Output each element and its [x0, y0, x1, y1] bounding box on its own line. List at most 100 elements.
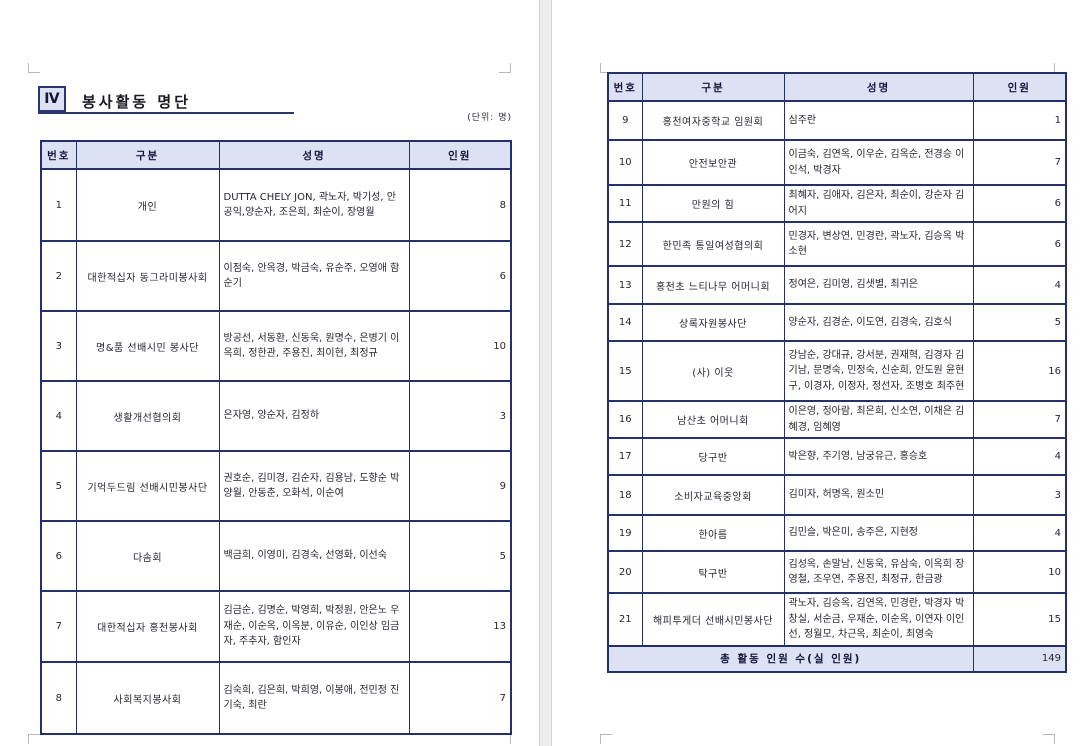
- row-count-cell: 3: [972, 474, 1067, 516]
- row-no-cell: 14: [607, 303, 643, 342]
- row-group-cell: 사회복지봉사회: [75, 661, 220, 735]
- row-names-cell: 심주란: [783, 100, 974, 141]
- row-names-cell: 방공선, 서동환, 신동욱, 원명수, 은병기 이옥희, 정한관, 주용진, 최…: [218, 310, 410, 382]
- table-row: 10 안전보안관 이금숙, 김연옥, 이우순, 김옥순, 전경승 이인석, 박경자 7: [607, 139, 1067, 186]
- table-row: 2 대한적십자 동그라미봉사회 이점숙, 안옥경, 박금숙, 유순주, 오영애 함순…: [40, 240, 512, 312]
- row-names-cell: 은자영, 양순자, 김정하: [218, 380, 410, 452]
- row-no-cell: 2: [40, 240, 77, 312]
- row-count-cell: 15: [972, 592, 1067, 646]
- margin-corner-mark: [28, 63, 40, 73]
- row-count-cell: 4: [972, 265, 1067, 305]
- row-group-cell: 해피투게더 선배시민봉사단: [641, 592, 785, 646]
- row-group-cell: 상록자원봉사단: [641, 303, 785, 342]
- row-group-cell: 명&품 선배시민 봉사단: [75, 310, 220, 382]
- row-no-cell: 8: [40, 661, 77, 735]
- row-group-cell: 생활개선협의회: [75, 380, 220, 452]
- row-group-cell: 기억두드림 선배시민봉사단: [75, 450, 220, 522]
- row-names-cell: 권호순, 김미경, 김순자, 김용남, 도향순 박양월, 안동춘, 오화석, 이…: [218, 450, 410, 522]
- row-no-cell: 21: [607, 592, 643, 646]
- row-no-cell: 3: [40, 310, 77, 382]
- row-count-cell: 8: [408, 168, 512, 242]
- row-names-cell: 박은향, 주기영, 남궁유근, 홍승호: [783, 437, 974, 476]
- row-no-cell: 15: [607, 340, 643, 402]
- row-count-cell: 7: [972, 139, 1067, 186]
- table-row: 6 다솜회 백금희, 이영미, 김경숙, 선영화, 이선숙 5: [40, 520, 512, 592]
- row-count-cell: 4: [972, 437, 1067, 476]
- table-row: 17 당구반 박은향, 주기영, 남궁유근, 홍승호 4: [607, 437, 1067, 476]
- row-group-cell: 대한적십자 동그라미봉사회: [75, 240, 220, 312]
- row-count-cell: 4: [972, 514, 1067, 552]
- table-row: 13 홍천초 느티나무 어머니회 정여은, 김미영, 김샛별, 최귀은 4: [607, 265, 1067, 305]
- row-names-cell: 김성옥, 손말남, 신동욱, 유삼숙, 이옥희 장영철, 조우연, 주용진, 최…: [783, 550, 974, 594]
- row-no-cell: 12: [607, 221, 643, 267]
- column-header-names: 성명: [783, 72, 974, 102]
- column-header-count: 인원: [972, 72, 1067, 102]
- row-names-cell: 민경자, 변상연, 민경란, 곽노자, 김승옥 박소현: [783, 221, 974, 267]
- document-page-1: Ⅳ 봉사활동 명단 (단위: 명) 번호 구분 성명 인원 1 개인 DUTTA C…: [0, 0, 539, 746]
- row-no-cell: 4: [40, 380, 77, 452]
- total-row: 총 활동 인원 수(실 인원) 149: [607, 645, 1067, 672]
- row-count-cell: 9: [408, 450, 512, 522]
- total-label: 총 활동 인원 수(실 인원): [607, 645, 974, 672]
- table-row: 12 한민족 통일여성협의회 민경자, 변상연, 민경란, 곽노자, 김승옥 박소현…: [607, 221, 1067, 267]
- row-no-cell: 7: [40, 590, 77, 663]
- volunteer-roster-table-page1: 번호 구분 성명 인원 1 개인 DUTTA CHELY JON, 곽노자, 박기성…: [40, 140, 512, 735]
- row-count-cell: 16: [972, 340, 1067, 402]
- row-group-cell: 당구반: [641, 437, 785, 476]
- row-count-cell: 6: [408, 240, 512, 312]
- row-count-cell: 7: [408, 661, 512, 735]
- row-names-cell: 이금숙, 김연옥, 이우순, 김옥순, 전경승 이인석, 박경자: [783, 139, 974, 186]
- row-group-cell: 만원의 힘: [641, 184, 785, 223]
- row-names-cell: 김미자, 허명옥, 원소민: [783, 474, 974, 516]
- section-numeral-box: Ⅳ: [38, 86, 66, 112]
- row-count-cell: 10: [408, 310, 512, 382]
- row-no-cell: 17: [607, 437, 643, 476]
- margin-corner-mark: [600, 63, 612, 73]
- table-row: 16 남산초 어머니회 이은영, 정아람, 최은희, 신소연, 이채은 김혜경, 임…: [607, 400, 1067, 439]
- table-row: 3 명&품 선배시민 봉사단 방공선, 서동환, 신동욱, 원명수, 은병기 이옥희…: [40, 310, 512, 382]
- row-group-cell: 남산초 어머니회: [641, 400, 785, 439]
- row-names-cell: 정여은, 김미영, 김샛별, 최귀은: [783, 265, 974, 305]
- table-row: 11 만원의 힘 최혜자, 김애자, 김은자, 최순이, 강순자 김어지 6: [607, 184, 1067, 223]
- table-row: 15 (사) 이웃 강남순, 강대규, 강서분, 권재혁, 김경자 김기남, 문명숙…: [607, 340, 1067, 402]
- row-count-cell: 6: [972, 221, 1067, 267]
- table-row: 7 대한적십자 홍천봉사회 김금순, 김명순, 박영희, 박정원, 안은노 우재순,…: [40, 590, 512, 663]
- row-names-cell: 최혜자, 김애자, 김은자, 최순이, 강순자 김어지: [783, 184, 974, 223]
- section-title: 봉사활동 명단: [82, 93, 192, 111]
- row-no-cell: 1: [40, 168, 77, 242]
- row-group-cell: (사) 이웃: [641, 340, 785, 402]
- row-count-cell: 6: [972, 184, 1067, 223]
- row-no-cell: 10: [607, 139, 643, 186]
- row-names-cell: 백금희, 이영미, 김경숙, 선영화, 이선숙: [218, 520, 410, 592]
- row-no-cell: 19: [607, 514, 643, 552]
- column-header-no: 번호: [607, 72, 643, 102]
- column-header-count: 인원: [408, 140, 512, 170]
- section-title-underline: [38, 112, 294, 114]
- row-group-cell: 개인: [75, 168, 220, 242]
- row-count-cell: 1: [972, 100, 1067, 141]
- row-count-cell: 7: [972, 400, 1067, 439]
- margin-corner-mark: [499, 734, 511, 744]
- margin-corner-mark: [600, 734, 612, 744]
- row-no-cell: 11: [607, 184, 643, 223]
- column-header-no: 번호: [40, 140, 77, 170]
- row-names-cell: 김민슬, 박은미, 송주은, 지현정: [783, 514, 974, 552]
- row-names-cell: DUTTA CHELY JON, 곽노자, 박기성, 안공익,양순자, 조은희,…: [218, 168, 410, 242]
- margin-corner-mark: [499, 63, 511, 73]
- page-gap: [539, 0, 552, 746]
- table-row: 5 기억두드림 선배시민봉사단 권호순, 김미경, 김순자, 김용남, 도향순 박양…: [40, 450, 512, 522]
- row-no-cell: 16: [607, 400, 643, 439]
- table-header-row: 번호 구분 성명 인원: [40, 140, 512, 170]
- row-count-cell: 3: [408, 380, 512, 452]
- row-no-cell: 5: [40, 450, 77, 522]
- column-header-group: 구분: [75, 140, 220, 170]
- column-header-names: 성명: [218, 140, 410, 170]
- unit-note: (단위: 명): [467, 113, 512, 123]
- row-group-cell: 한민족 통일여성협의회: [641, 221, 785, 267]
- row-group-cell: 안전보안관: [641, 139, 785, 186]
- row-group-cell: 소비자교육중앙회: [641, 474, 785, 516]
- section-numeral: Ⅳ: [44, 91, 60, 107]
- row-group-cell: 대한적십자 홍천봉사회: [75, 590, 220, 663]
- row-count-cell: 10: [972, 550, 1067, 594]
- row-no-cell: 9: [607, 100, 643, 141]
